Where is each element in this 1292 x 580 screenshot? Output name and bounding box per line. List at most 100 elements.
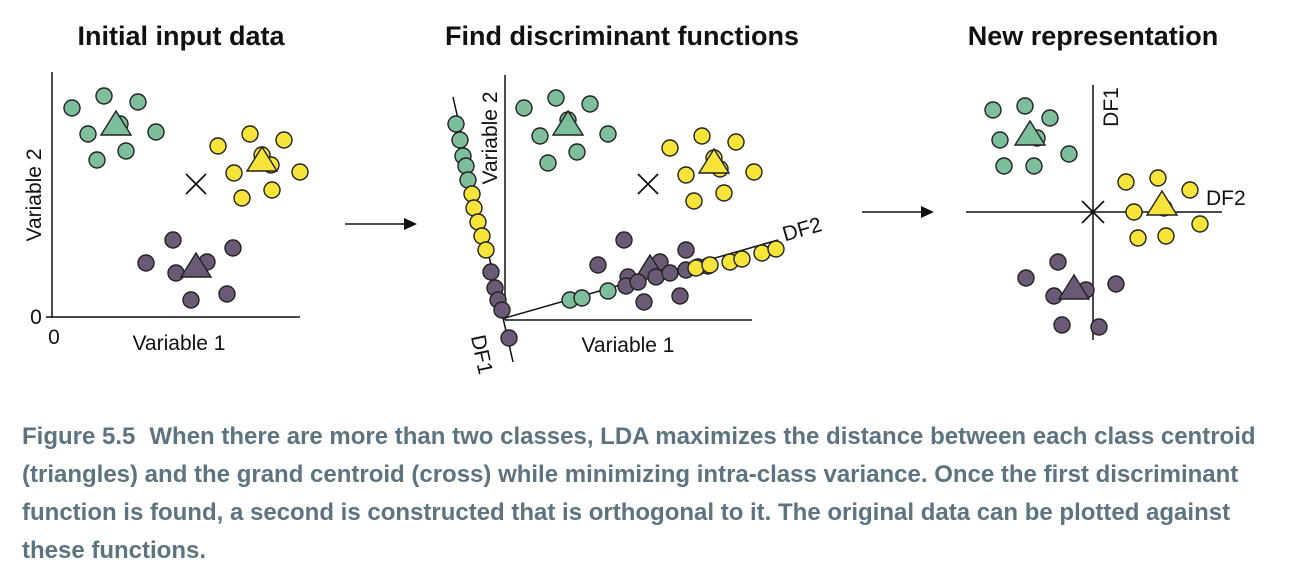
panel1-y-origin: 0 xyxy=(30,306,42,329)
panel2-y-label: Variable 2 xyxy=(479,91,502,184)
panel3-yellow-point xyxy=(1149,169,1167,187)
panel2-df2-label: DF2 xyxy=(780,213,824,246)
panel2-green-point xyxy=(547,89,565,107)
panel3-yellow-point xyxy=(1129,229,1147,247)
panel2-green-point xyxy=(515,99,533,117)
panel1-purple-point xyxy=(137,254,155,272)
panel3-df1-label: DF1 xyxy=(1100,87,1123,127)
lda-figure: Initial input data Find discriminant fun… xyxy=(23,21,1246,377)
panel2-yellow-centroid-triangle xyxy=(697,147,731,174)
panel2-yellow-point xyxy=(727,133,745,151)
panel2-yellow-point xyxy=(661,139,679,157)
panel1-green-point xyxy=(129,93,147,111)
panel1-yellow-point xyxy=(233,189,251,207)
panel2-df1-label: DF1 xyxy=(466,333,497,377)
panel1-green-point xyxy=(147,123,165,141)
panel1-yellow-centroid-triangle xyxy=(245,145,279,172)
panel3-purple-point xyxy=(1090,318,1108,336)
panel2-green-point xyxy=(581,95,599,113)
panel1-x-label: Variable 1 xyxy=(132,332,225,355)
panel2-x-label: Variable 1 xyxy=(581,334,674,357)
panel2-yellow-point xyxy=(715,184,733,202)
panel2-grand-centroid-cross xyxy=(637,173,659,195)
panel2-green-point xyxy=(531,127,549,145)
panel3-yellow-centroid-triangle xyxy=(1145,189,1179,216)
panel2-green-point xyxy=(451,131,469,149)
panel2-purple-point xyxy=(661,264,679,282)
arrow-2 xyxy=(862,206,934,218)
panel1-green-point xyxy=(117,142,135,160)
panel2-yellow-point xyxy=(701,256,719,274)
panel2-green-centroid-triangle xyxy=(551,109,585,136)
panel3-green-point xyxy=(1041,109,1059,127)
panel1-purple-point xyxy=(224,239,242,257)
panel3-purple-point xyxy=(1045,287,1063,305)
panel2-purple-point xyxy=(500,329,518,347)
panel2-green-point xyxy=(599,282,617,300)
caption-text: When there are more than two classes, LD… xyxy=(22,423,1256,564)
panel1-yellow-point xyxy=(209,137,227,155)
panel1-yellow-point xyxy=(291,163,309,181)
panel1-yellow-point xyxy=(225,164,243,182)
panel3-yellow-point xyxy=(1181,181,1199,199)
figure-svg: Initial input data Find discriminant fun… xyxy=(23,21,1246,377)
panel1-green-point xyxy=(63,99,81,117)
panel2-green-point xyxy=(573,289,591,307)
panel2-yellow-point xyxy=(767,240,785,258)
panel3-green-point xyxy=(1016,97,1034,115)
panel2-purple-point xyxy=(493,301,511,319)
panel2-yellow-point xyxy=(687,259,705,277)
panel2-purple-point xyxy=(629,273,647,291)
panel3-yellow-point xyxy=(1125,203,1143,221)
panel2-yellow-point xyxy=(685,192,703,210)
panel3-title: New representation xyxy=(968,21,1219,51)
panel3-yellow-point xyxy=(1191,215,1209,233)
panel2-purple-point xyxy=(589,256,607,274)
panel1-purple-point xyxy=(167,264,185,282)
panel1-y-label: Variable 2 xyxy=(23,148,46,241)
panel3-green-point xyxy=(995,157,1013,175)
panel1-green-point xyxy=(79,125,97,143)
panel2-green-point xyxy=(539,154,557,172)
arrow-1 xyxy=(345,218,417,230)
panel1-grand-centroid-cross xyxy=(185,173,207,195)
panel1-green-centroid-triangle xyxy=(99,109,133,136)
panel2-yellow-point xyxy=(733,250,751,268)
panel3-purple-point xyxy=(1049,253,1067,271)
panel1-x-origin: 0 xyxy=(48,326,60,349)
panel3-purple-centroid-triangle xyxy=(1057,273,1091,300)
panel2-green-point xyxy=(568,143,586,161)
panel3-yellow-point xyxy=(1117,173,1135,191)
panel1-green-point xyxy=(95,87,113,105)
panel1-yellow-point xyxy=(241,125,259,143)
panel1-purple-point xyxy=(182,291,200,309)
panel2-yellow-point xyxy=(477,241,495,259)
panel1-axes xyxy=(46,72,300,318)
panel1-purple-point xyxy=(218,285,236,303)
panel2-yellow-point xyxy=(677,166,695,184)
panel2-purple-point xyxy=(615,231,633,249)
panel2-green-point xyxy=(599,125,617,143)
panel3-purple-point xyxy=(1053,316,1071,334)
panel1-yellow-point xyxy=(275,131,293,149)
panel1-purple-centroid-triangle xyxy=(179,251,213,278)
panel3-green-point xyxy=(1025,157,1043,175)
panel1-title: Initial input data xyxy=(78,21,286,51)
panel3-green-centroid-triangle xyxy=(1013,119,1047,146)
panel1-green-point xyxy=(88,151,106,169)
panel3-green-point xyxy=(984,101,1002,119)
panel3-green-point xyxy=(1060,145,1078,163)
figure-caption: Figure 5.5 When there are more than two c… xyxy=(22,418,1280,570)
panel1-purple-point xyxy=(164,231,182,249)
data-markers xyxy=(63,87,1209,347)
panel2-green-point xyxy=(447,115,465,133)
panel2-yellow-point xyxy=(745,163,763,181)
panel3-purple-point xyxy=(1107,275,1125,293)
panel3-df2-label: DF2 xyxy=(1206,187,1246,210)
panel1-yellow-point xyxy=(263,181,281,199)
caption-label: Figure 5.5 xyxy=(22,423,136,450)
panel2-yellow-point xyxy=(693,127,711,145)
panel2-purple-point xyxy=(635,293,653,311)
panel2-purple-point xyxy=(677,241,695,259)
panel3-purple-point xyxy=(1017,269,1035,287)
